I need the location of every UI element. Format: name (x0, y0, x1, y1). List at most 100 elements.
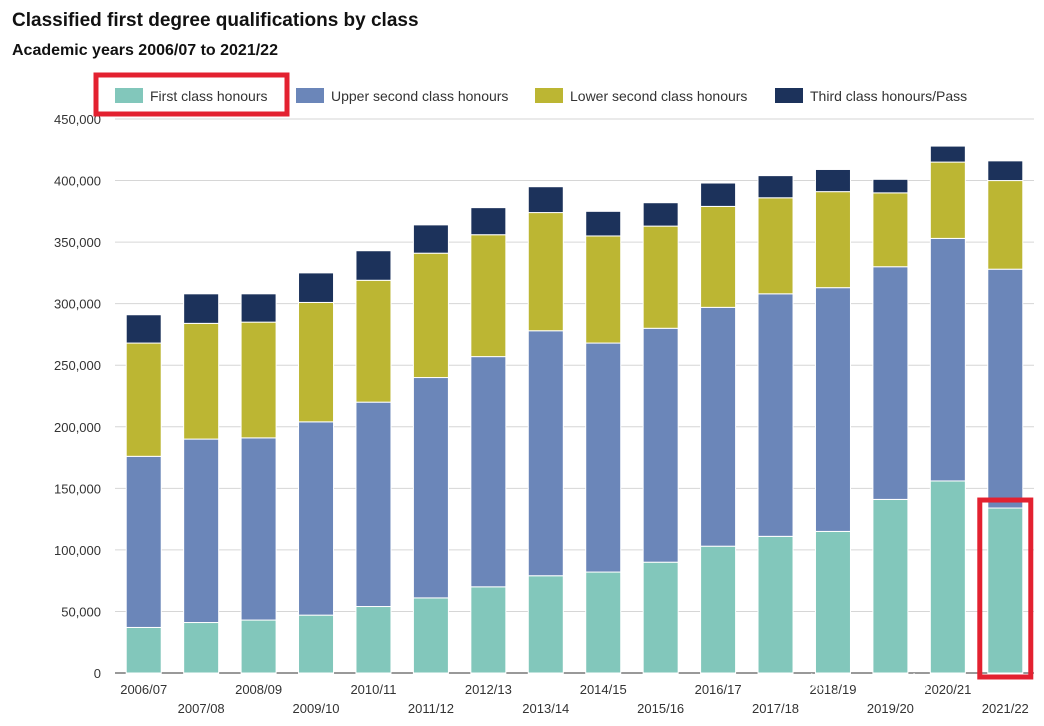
y-tick-label: 150,000 (54, 481, 101, 496)
bar-segment (642, 327, 679, 563)
bar-segment (412, 597, 449, 674)
bar-segment (987, 507, 1024, 674)
bar-segment (355, 401, 392, 608)
bar-segment (700, 205, 737, 308)
bar-segment (412, 252, 449, 379)
bar-segment (987, 160, 1024, 182)
bar-segment (527, 330, 564, 577)
legend-swatch (535, 88, 563, 103)
y-tick-label: 50,000 (61, 604, 101, 619)
bar-segment (298, 272, 335, 303)
bar-segment (585, 235, 622, 344)
bar-segment (298, 301, 335, 423)
legend-swatch (775, 88, 803, 103)
bar-segment (470, 356, 507, 588)
y-tick-label: 300,000 (54, 297, 101, 312)
bar-segment (125, 314, 162, 344)
bar-segment (757, 535, 794, 674)
bar-segment (757, 293, 794, 537)
legend-swatch (115, 88, 143, 103)
bar-segment (240, 437, 277, 621)
x-tick-label: 2012/13 (465, 682, 512, 697)
x-tick-label: 2010/11 (350, 682, 396, 697)
bar-segment (987, 180, 1024, 270)
bar-segment (872, 192, 909, 268)
y-tick-label: 200,000 (54, 420, 101, 435)
bar-segment (527, 186, 564, 214)
bar-segment (642, 202, 679, 227)
bar-segment (125, 342, 162, 457)
bar-segment (355, 606, 392, 674)
bar-segment (183, 322, 220, 440)
bar-segment (642, 225, 679, 329)
x-tick-label: 2017/18 (752, 701, 799, 716)
bar-segment (183, 622, 220, 674)
bar-segment (527, 212, 564, 332)
bar-segment (757, 197, 794, 295)
x-tick-label: 2018/19 (809, 682, 856, 697)
highlight-box-legend (93, 72, 290, 117)
bar-segment (872, 178, 909, 194)
y-tick-label: 400,000 (54, 174, 101, 189)
bar-segment (700, 306, 737, 547)
legend-label: First class honours (150, 88, 267, 104)
y-tick-label: 450,000 (54, 112, 101, 127)
bar-segment (470, 234, 507, 358)
bar-segment (240, 321, 277, 439)
legend-swatch (296, 88, 324, 103)
x-tick-label: 2015/16 (637, 701, 684, 716)
y-tick-label: 350,000 (54, 235, 101, 250)
chart-subtitle: Academic years 2006/07 to 2021/22 (12, 42, 278, 59)
bar-segment (814, 530, 851, 674)
y-tick-label: 0 (94, 666, 101, 681)
bar-segment (412, 377, 449, 599)
bar-segment (298, 614, 335, 674)
x-tick-label: 2006/07 (120, 682, 167, 697)
bar-segment (929, 145, 966, 163)
x-tick-label: 2011/12 (408, 701, 454, 716)
bar-segment (814, 191, 851, 289)
y-tick-label: 250,000 (54, 358, 101, 373)
bar-segment (355, 279, 392, 403)
bar-segment (125, 626, 162, 674)
x-tick-label: 2016/17 (695, 682, 742, 697)
bar-segment (298, 421, 335, 616)
bar-segment (642, 561, 679, 674)
bar-segment (872, 266, 909, 500)
bar-segment (872, 498, 909, 674)
bar-segment (240, 293, 277, 323)
bar-segment (987, 268, 1024, 509)
bar-segment (183, 293, 220, 324)
y-tick-label: 100,000 (54, 543, 101, 558)
bar-segment (183, 438, 220, 624)
bar-segment (700, 182, 737, 207)
x-tick-label: 2013/14 (522, 701, 569, 716)
bar-segment (700, 545, 737, 674)
bar-segment (929, 237, 966, 482)
legend-label: Lower second class honours (570, 88, 747, 104)
bar-segment (125, 455, 162, 628)
watermark-text: 知乎 @cxu姐 (808, 671, 930, 695)
bar-segment (814, 168, 851, 193)
x-tick-label: 2007/08 (178, 701, 225, 716)
highlight-box-bar (977, 497, 1034, 680)
bar-segment (470, 586, 507, 674)
bar-segment (929, 161, 966, 239)
bar-segment (757, 175, 794, 199)
bar-segment (470, 207, 507, 236)
x-tick-label: 2021/22 (982, 701, 1029, 716)
bar-segment (527, 575, 564, 674)
x-tick-label: 2008/09 (235, 682, 282, 697)
bar-segment (585, 210, 622, 237)
chart-title: Classified first degree qualifications b… (12, 10, 419, 31)
legend-label: Third class honours/Pass (810, 88, 967, 104)
bar-segment (240, 619, 277, 674)
bar-segment (355, 250, 392, 281)
bar-segment (929, 480, 966, 674)
bar-segment (412, 224, 449, 254)
x-tick-label: 2009/10 (293, 701, 340, 716)
bar-segment (585, 571, 622, 674)
legend-label: Upper second class honours (331, 88, 508, 104)
